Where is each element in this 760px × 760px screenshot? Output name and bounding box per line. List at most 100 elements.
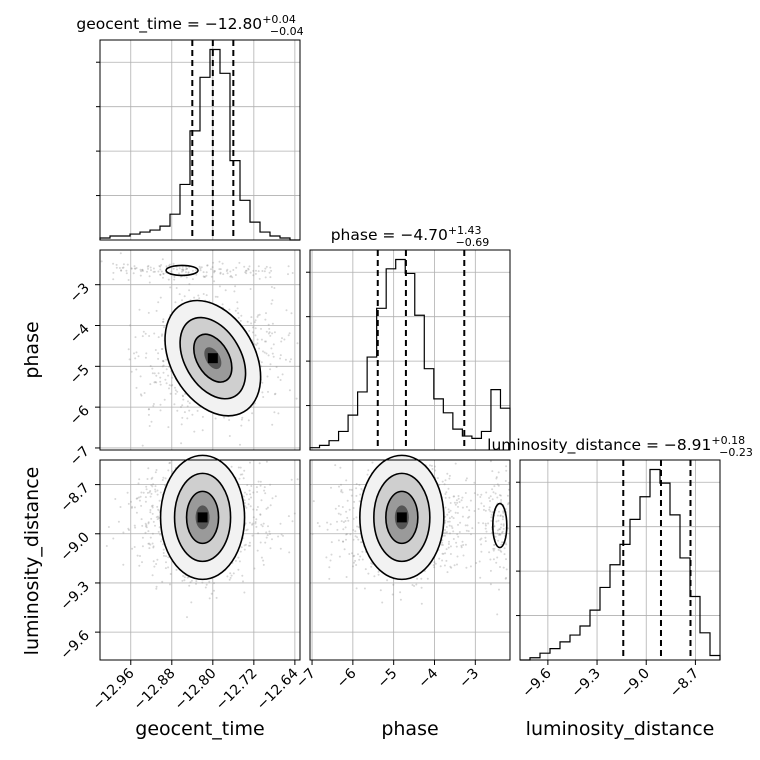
scatter-point — [148, 335, 151, 337]
scatter-point — [243, 491, 246, 494]
scatter-point — [262, 563, 265, 566]
scatter-point — [148, 491, 151, 494]
scatter-point — [261, 381, 264, 384]
scatter-point — [165, 382, 168, 385]
scatter-point — [348, 553, 351, 555]
scatter-point — [229, 576, 232, 579]
scatter-point — [453, 501, 456, 504]
scatter-point — [358, 500, 361, 503]
scatter-point — [447, 508, 450, 511]
scatter-point — [176, 390, 179, 393]
scatter-point — [141, 536, 144, 539]
scatter-point — [146, 270, 148, 273]
scatter-point — [155, 516, 158, 519]
scatter-point — [155, 381, 158, 384]
scatter-point — [141, 335, 144, 338]
scatter-point — [329, 523, 332, 526]
frame — [99, 459, 301, 661]
ylabel-luminosity-distance: luminosity_distance — [21, 467, 43, 656]
scatter-point — [352, 565, 354, 568]
scatter-point — [167, 374, 170, 377]
scatter-point — [241, 473, 244, 476]
scatter-point — [272, 355, 275, 358]
scatter-point — [167, 426, 170, 429]
scatter-point — [356, 536, 359, 539]
scatter-point — [130, 370, 133, 373]
scatter-point — [157, 357, 160, 360]
grid — [310, 250, 510, 450]
scatter-point — [141, 270, 144, 272]
scatter-point — [355, 564, 358, 566]
scatter-point — [181, 268, 184, 271]
scatter-point — [105, 545, 108, 547]
scatter-point — [484, 524, 487, 527]
scatter-point — [147, 264, 150, 267]
hist-panel-geocent_time — [96, 39, 301, 241]
scatter-point — [498, 494, 501, 497]
scatter-point — [281, 337, 283, 340]
scatter-point — [148, 275, 151, 278]
scatter-point — [183, 411, 186, 414]
scatter-point — [497, 548, 500, 551]
scatter-point — [230, 574, 233, 577]
scatter-point — [449, 502, 452, 504]
scatter-point — [275, 366, 278, 368]
scatter-point — [478, 560, 481, 563]
scatter-point — [452, 530, 455, 533]
scatter-point — [498, 532, 501, 535]
scatter-point — [127, 527, 130, 530]
scatter-point — [280, 533, 283, 536]
scatter-point — [436, 477, 439, 480]
scatter-point — [154, 471, 157, 474]
scatter-point — [489, 558, 492, 561]
scatter-point — [112, 278, 115, 281]
scatter-point — [279, 379, 282, 381]
xtick-label: −12.72 — [213, 666, 261, 714]
scatter-point — [172, 262, 175, 265]
scatter-point — [208, 580, 211, 583]
scatter-point — [431, 468, 434, 470]
scatter-point — [457, 535, 460, 538]
xtick-label: −7 — [293, 666, 319, 692]
scatter-point — [238, 261, 241, 264]
scatter-point — [449, 553, 452, 555]
scatter-point — [188, 402, 191, 405]
scatter-point — [461, 506, 464, 509]
scatter-point — [373, 575, 376, 578]
scatter-point — [377, 573, 380, 576]
scatter-point — [157, 530, 160, 533]
scatter-point — [254, 272, 257, 275]
scatter-point — [264, 492, 267, 495]
scatter-point — [134, 336, 137, 339]
scatter-point — [188, 409, 191, 412]
scatter-point — [500, 501, 503, 504]
scatter-point — [243, 502, 246, 504]
scatter-point — [454, 511, 457, 514]
scatter-point — [236, 301, 239, 304]
xtick-label: −12.80 — [172, 666, 220, 714]
scatter-point — [151, 504, 154, 507]
scatter-point — [183, 295, 186, 298]
scatter-point — [256, 315, 259, 318]
scatter-point — [159, 491, 162, 494]
scatter-point — [499, 566, 501, 568]
scatter-point — [505, 465, 508, 468]
scatter-point — [115, 263, 118, 266]
scatter-point — [257, 532, 260, 535]
scatter-point — [277, 376, 280, 379]
scatter-point — [496, 613, 499, 616]
scatter-point — [234, 309, 237, 312]
scatter-point — [190, 601, 193, 604]
scatter-point — [450, 525, 453, 528]
scatter-point — [206, 264, 209, 267]
scatter-point — [350, 494, 353, 497]
scatter-point — [148, 281, 151, 284]
contour-secondary — [165, 264, 199, 277]
scatter-point — [494, 535, 497, 538]
scatter-point — [149, 511, 152, 514]
scatter-point — [135, 351, 138, 354]
scatter-point — [290, 478, 293, 481]
scatter-point — [277, 535, 280, 538]
scatter-point — [141, 269, 144, 271]
scatter-point — [243, 265, 246, 268]
